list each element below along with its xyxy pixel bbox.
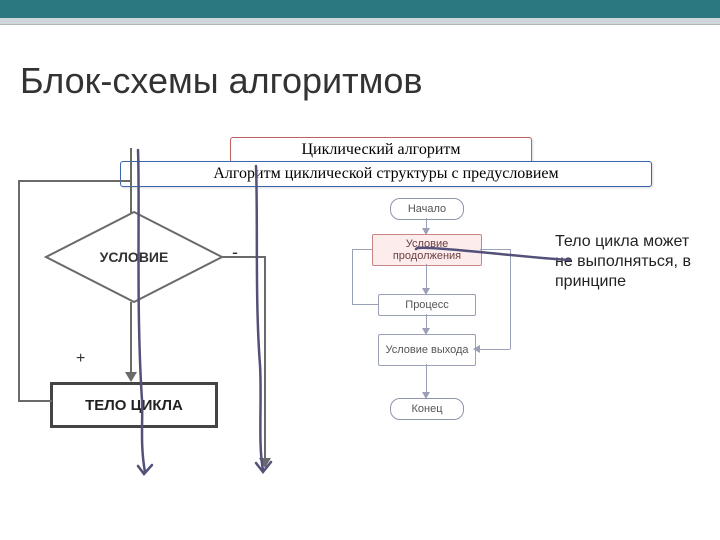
node-process: Процесс bbox=[378, 294, 476, 316]
conn-start-cond bbox=[426, 218, 427, 234]
conn-exit-end bbox=[426, 364, 427, 398]
flowchart-left: УСЛОВИЕ + - ТЕЛО ЦИКЛА bbox=[20, 150, 280, 510]
node-condition-exit: Условие выхода bbox=[378, 334, 476, 366]
r-loop-top bbox=[480, 249, 510, 250]
flowchart-right: Начало Условие продолжения Процесс Услов… bbox=[320, 198, 530, 498]
exit-right-v bbox=[264, 256, 266, 466]
header-bar bbox=[0, 0, 720, 18]
conn-cond-proc bbox=[426, 264, 427, 294]
loop-body-box: ТЕЛО ЦИКЛА bbox=[50, 382, 218, 428]
arrow-diamond-to-body bbox=[130, 302, 132, 380]
r-loop2-bottom bbox=[352, 304, 378, 305]
loop-back-path bbox=[18, 180, 52, 402]
node-condition-continue: Условие продолжения bbox=[372, 234, 482, 266]
plus-label: + bbox=[76, 350, 85, 368]
page-title: Блок-схемы алгоритмов bbox=[20, 60, 423, 102]
decision-label: УСЛОВИЕ bbox=[44, 210, 224, 304]
r-loop-side bbox=[510, 249, 511, 349]
decision-diamond: УСЛОВИЕ bbox=[44, 210, 224, 304]
r-loop2-top bbox=[352, 249, 372, 250]
r-loop2-side bbox=[352, 249, 353, 304]
r-loop-bottom bbox=[474, 349, 510, 350]
header-subbar bbox=[0, 18, 720, 25]
node-end: Конец bbox=[390, 398, 464, 420]
exit-right-h bbox=[222, 256, 266, 258]
conn-proc-exit bbox=[426, 314, 427, 334]
minus-label: - bbox=[232, 242, 238, 263]
side-note: Тело цикла может не выполняться, в принц… bbox=[555, 232, 705, 292]
node-start: Начало bbox=[390, 198, 464, 220]
